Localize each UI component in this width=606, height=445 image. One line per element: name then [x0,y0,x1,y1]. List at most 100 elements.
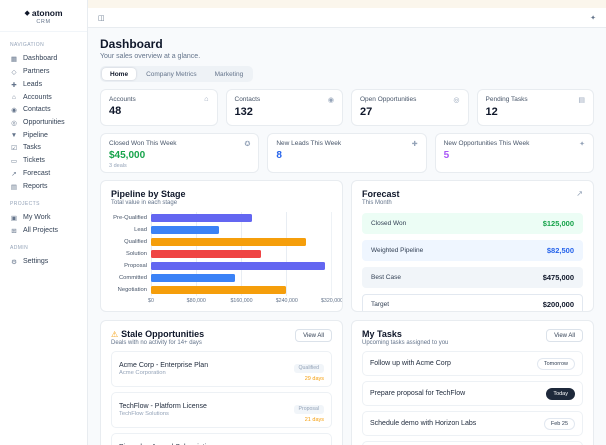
chart-bar [151,250,261,258]
sidebar-item-my-work[interactable]: ▣ My Work [10,214,51,222]
stat-card-pending-tasks: Pending Tasks ▤ 12 [476,89,594,126]
chart-category-label: Pre-Qualified [113,215,147,221]
trophy-icon: ✪ [244,141,251,148]
sidebar-item-accounts[interactable]: ⌂ Accounts [10,91,77,103]
pipeline-chart-rows: Pre-Qualified Lead Qualified Solution Pr… [111,212,332,296]
tasks-view-all-button[interactable]: View All [546,329,583,342]
pipeline-panel: Pipeline by Stage Total value in each st… [100,180,343,312]
chart-category-label: Solution [126,251,147,257]
task-item[interactable]: Prepare proposal for TechFlow Today [362,381,583,406]
sidebar-toggle-icon[interactable]: ◫ [98,14,105,22]
chart-bar-row: Pre-Qualified [111,212,332,224]
forecast-panel-subtitle: This Month [362,200,392,206]
dashboard-content: Dashboard Your sales overview at a glanc… [88,28,606,445]
stage-badge: Proposal [293,404,324,414]
week-card-closed-won-this-week: Closed Won This Week ✪ $45,000 3 deals [100,133,260,173]
pipeline-chart-ticks: $0 $80,000 $160,000 $240,000 $320,000 [148,298,342,306]
sidebar-section-label: Admin [10,245,29,251]
clipboard-icon: ▤ [578,97,585,104]
my-tasks-list: Follow up with Acme Corp Tomorrow Prepar… [362,351,583,445]
sidebar-item-dashboard[interactable]: ▦ Dashboard [10,55,58,63]
top-strip [88,0,606,8]
forecast-row-target: Target $200,000 [362,294,583,311]
theme-toggle-icon[interactable]: ✦ [590,14,596,22]
week-cards-row: Closed Won This Week ✪ $45,000 3 deals N… [100,133,594,173]
topbar: ◫ ✦ [88,8,606,28]
week-card-new-leads-this-week: New Leads This Week ✚ 8 [267,133,427,173]
chart-category-label: Committed [118,275,147,281]
forecast-row-closed-won: Closed Won $125,000 [362,213,583,234]
stale-view-all-button[interactable]: View All [295,329,332,342]
tasks-panel-subtitle: Upcoming tasks assigned to you [362,340,449,346]
chart-bar [151,238,306,246]
forecast-panel-title: Forecast [362,189,400,199]
stale-opportunity-item[interactable]: TechFlow - Platform License TechFlow Sol… [111,392,332,428]
stale-opportunities-panel: ⚠ Stale Opportunities Deals with no activ… [100,320,343,445]
building-icon: ⌂ [204,96,209,103]
chart-axis-tick: $240,000 [275,298,298,304]
stat-cards-row: Accounts ⌂ 48 Contacts ◉ 132 Open Opport… [100,89,594,126]
trending-up-icon: ↗ [576,189,583,198]
sidebar: ◆ atonom CRM Navigation ▦ Dashboard ◇ Pa… [0,0,88,445]
chart-bar-row: Qualified [111,236,332,248]
chart-bar-row: Committed [111,272,332,284]
forecast-row-best-case: Best Case $475,000 [362,267,583,288]
page-subtitle: Your sales overview at a glance. [100,53,201,60]
chart-bar [151,286,286,294]
task-item[interactable]: Review contract terms - Pinnacle Feb 27 [362,441,583,445]
stale-opportunity-item[interactable]: Pinnacle - Annual Subscription Pinnacle … [111,433,332,445]
settings-icon: ⚙ [11,258,17,266]
tab-home[interactable]: Home [102,68,137,80]
chart-bar-row: Negotiation [111,284,332,296]
sidebar-item-tasks[interactable]: ☑ Tasks [11,144,41,152]
logo-subtitle: CRM [36,19,51,25]
opportunities-icon: ◎ [11,119,17,127]
sidebar-item-all-projects[interactable]: ⊞ All Projects [11,227,59,235]
middle-panels-row: Pipeline by Stage Total value in each st… [100,180,594,312]
pipeline-chart: Pre-Qualified Lead Qualified Solution Pr… [111,212,342,306]
sidebar-item-contacts[interactable]: ◉ Contacts [11,106,51,114]
tab-company-metrics[interactable]: Company Metrics [146,70,197,78]
chart-bar [151,214,253,222]
dashboard-icon: ▦ [10,55,18,63]
user-plus-icon: ✚ [411,141,418,148]
chart-axis-tick: $80,000 [186,298,206,304]
sidebar-item-reports[interactable]: ▤ Reports [10,183,48,191]
stale-panel-title: ⚠ Stale Opportunities [111,329,205,339]
stale-opportunities-list: Acme Corp - Enterprise Plan Acme Corpora… [111,351,332,445]
leads-icon: ✚ [11,81,17,89]
chart-category-label: Lead [134,227,147,233]
task-item[interactable]: Schedule demo with Horizon Labs Feb 25 [362,411,583,436]
chart-bar [151,226,219,234]
task-item[interactable]: Follow up with Acme Corp Tomorrow [362,351,583,376]
sidebar-item-opportunities[interactable]: ◎ Opportunities [11,119,65,127]
target-icon: ◎ [453,97,460,104]
sidebar-section-label: Projects [10,201,40,207]
stale-panel-subtitle: Deals with no activity for 14+ days [111,340,202,346]
due-badge: Feb 25 [543,417,575,430]
main-area: ◫ ✦ Dashboard Your sales overview at a g… [88,0,606,445]
partners-icon: ◇ [11,68,17,76]
sidebar-item-pipeline[interactable]: ▼ Pipeline [10,131,48,139]
sidebar-item-settings[interactable]: ⚙ Settings [11,258,49,266]
forecast-rows: Closed Won $125,000 Weighted Pipeline $8… [362,213,583,311]
chart-axis-tick: $0 [148,298,154,304]
tab-marketing[interactable]: Marketing [214,70,244,78]
stale-opportunity-item[interactable]: Acme Corp - Enterprise Plan Acme Corpora… [111,351,332,387]
sidebar-item-forecast[interactable]: ↗ Forecast [11,170,51,178]
forecast-row-weighted-pipeline: Weighted Pipeline $82,500 [362,240,583,261]
sparkles-icon: ✦ [579,141,585,148]
stale-days: 29 days [304,376,324,382]
logo-text: atonom [31,8,63,18]
sidebar-item-leads[interactable]: ✚ Leads [11,81,43,89]
forecast-icon: ↗ [11,170,17,178]
pipeline-icon: ▼ [10,131,18,139]
chart-bar-row: Lead [111,224,332,236]
sidebar-item-tickets[interactable]: ▭ Tickets [10,157,45,165]
stat-card-open-opportunities: Open Opportunities ◎ 27 [351,89,469,126]
due-badge: Tomorrow [536,357,575,370]
chart-category-label: Qualified [124,239,147,245]
sidebar-item-partners[interactable]: ◇ Partners [11,68,50,76]
stale-days: 21 days [304,417,324,423]
